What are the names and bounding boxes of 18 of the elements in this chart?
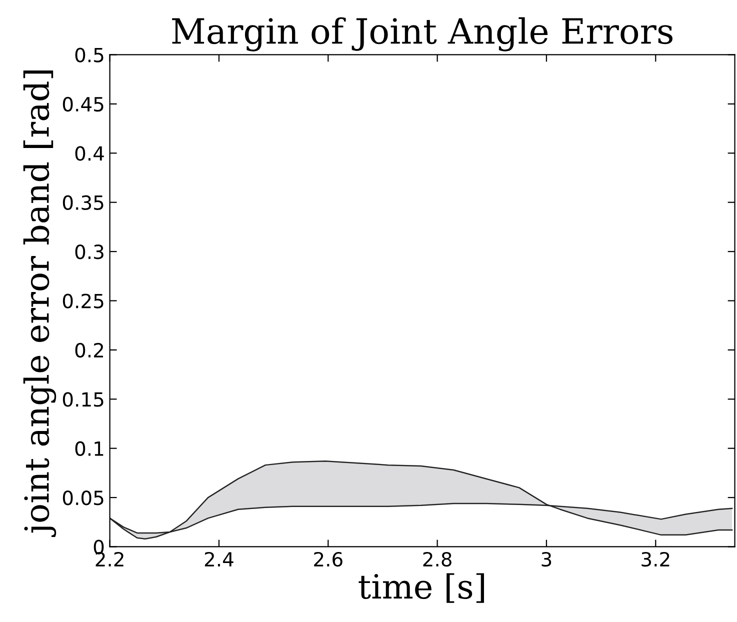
y-tick-label: 0.4 — [75, 146, 104, 161]
y-axis-title: joint angle error band [rad] — [23, 70, 56, 538]
x-tick-label: 2.4 — [204, 552, 234, 566]
y-tick-label: 0.25 — [62, 294, 104, 308]
y-tick-label: 0.2 — [75, 342, 104, 358]
y-tick-label: 0.3 — [75, 244, 104, 260]
x-tick-label: 3 — [542, 552, 552, 567]
y-tick-label: 0.45 — [62, 96, 104, 112]
y-tick-label: 0.35 — [62, 195, 104, 210]
y-tick-label: 0.05 — [62, 490, 104, 506]
x-axis-title: time [s] — [358, 573, 484, 603]
x-tick-label: 2.6 — [314, 552, 342, 567]
y-tick-label: 0.15 — [62, 392, 104, 407]
y-tick-label: 0.1 — [75, 441, 104, 456]
x-tick-label: 2.8 — [423, 552, 452, 567]
chart-title: Margin of Joint Angle Errors — [172, 17, 672, 52]
x-tick-label: 3.2 — [642, 552, 670, 567]
y-tick-label: 0.5 — [75, 48, 104, 62]
